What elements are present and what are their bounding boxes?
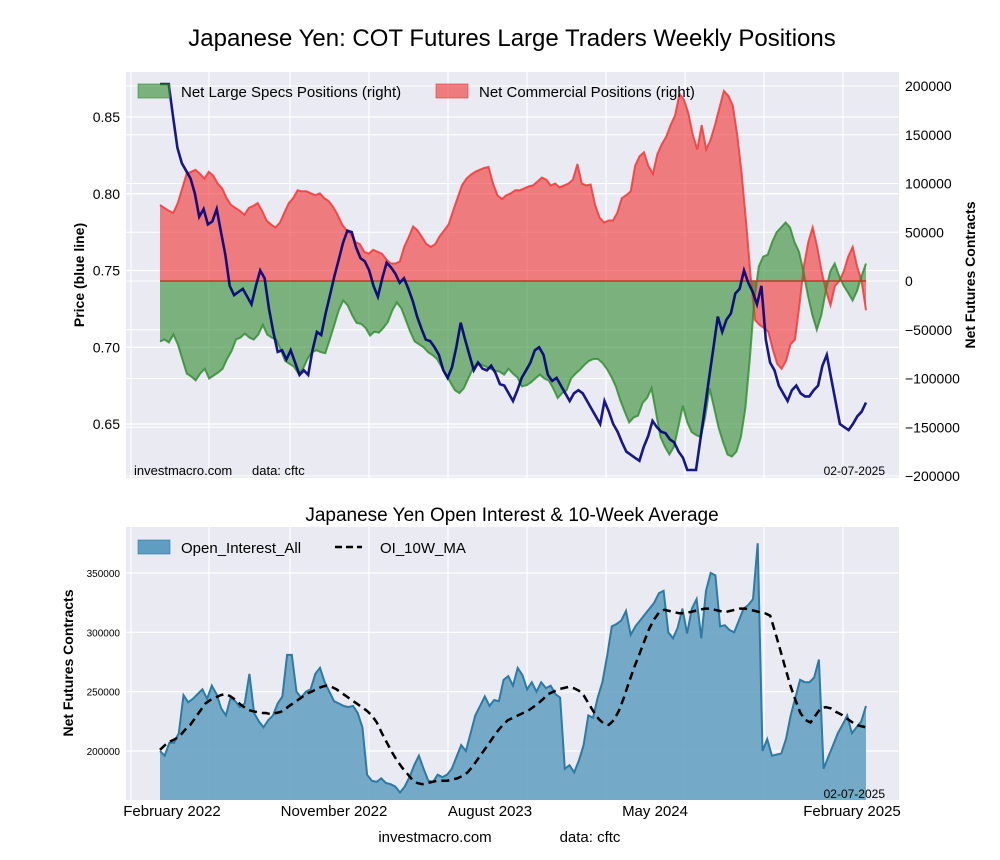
top-right-ticks: 200000 150000 100000 50000 0 −50000 −100000 −15… — [905, 78, 960, 484]
commercial-area — [160, 90, 866, 369]
legend-label-ma: OI_10W_MA — [380, 540, 466, 557]
right-tick-label: 150000 — [905, 127, 952, 143]
left-tick-label: 0.85 — [93, 109, 120, 125]
top-right-axis-label: Net Futures Contracts — [962, 201, 978, 348]
x-tick-label: February 2022 — [123, 803, 221, 820]
right-tick-label: 50000 — [905, 224, 944, 240]
right-tick-label: −100000 — [905, 371, 960, 387]
right-tick-label: 200000 — [905, 78, 952, 94]
left-tick-label: 0.75 — [93, 263, 120, 279]
legend-label-oi: Open_Interest_All — [181, 540, 301, 557]
right-tick-label: −150000 — [905, 419, 960, 435]
left-tick-label: 0.65 — [93, 416, 120, 432]
right-tick-label: −200000 — [905, 468, 960, 484]
bottom-legend: Open_Interest_All OI_10W_MA — [137, 539, 466, 557]
bottom-chart: Japanese Yen Open Interest & 10-Week Ave… — [60, 505, 901, 820]
bottom-left-ticks: 200000 250000 300000 350000 — [87, 569, 121, 758]
bottom-y-tick-label: 300000 — [87, 628, 121, 639]
commercial-line — [159, 88, 867, 371]
legend-swatch-specs — [137, 83, 171, 99]
x-tick-label: August 2023 — [448, 803, 532, 820]
right-tick-label: 100000 — [905, 176, 952, 192]
price-line — [160, 82, 868, 472]
specs-line — [159, 221, 867, 458]
legend-swatch-commercial — [435, 83, 469, 99]
top-price — [160, 82, 868, 472]
open-interest-area — [160, 543, 866, 800]
legend-swatch-oi — [137, 539, 171, 555]
bottom-date-stamp: 02-07-2025 — [824, 787, 886, 801]
left-tick-label: 0.80 — [93, 186, 120, 202]
top-areas — [159, 88, 867, 458]
footer-site: investmacro.com — [378, 829, 491, 846]
bottom-area — [159, 543, 867, 800]
right-tick-label: 0 — [905, 273, 913, 289]
x-tick-label: May 2024 — [622, 803, 688, 820]
top-footer-source: data: cftc — [252, 463, 305, 478]
right-tick-label: −50000 — [905, 322, 952, 338]
ma-line — [159, 607, 867, 786]
bottom-axis-label: Net Futures Contracts — [60, 589, 76, 736]
main-title: Japanese Yen: COT Futures Large Traders … — [188, 25, 835, 52]
top-legend: Net Large Specs Positions (right) Net Co… — [137, 83, 695, 101]
top-left-axis-label: Price (blue line) — [71, 223, 87, 327]
top-chart: 0.65 0.70 0.75 0.80 0.85 200000 150000 100000 5… — [71, 72, 978, 484]
left-tick-label: 0.70 — [93, 339, 120, 355]
legend-label-specs: Net Large Specs Positions (right) — [181, 84, 401, 101]
bottom-y-tick-label: 200000 — [87, 747, 121, 758]
top-date-stamp: 02-07-2025 — [824, 464, 886, 478]
x-tick-label: February 2025 — [803, 803, 901, 820]
bottom-ma — [159, 607, 867, 786]
footer-source: data: cftc — [560, 829, 621, 846]
bottom-y-tick-label: 250000 — [87, 688, 121, 699]
x-tick-label: November 2022 — [281, 803, 388, 820]
bottom-x-ticks: February 2022 November 2022 August 2023 May… — [123, 803, 901, 820]
legend-label-commercial: Net Commercial Positions (right) — [479, 84, 695, 101]
bottom-title: Japanese Yen Open Interest & 10-Week Ave… — [305, 505, 718, 526]
top-footer-site: investmacro.com — [134, 463, 232, 478]
open-interest-line — [159, 543, 867, 795]
top-left-ticks: 0.65 0.70 0.75 0.80 0.85 — [93, 109, 120, 432]
bottom-y-tick-label: 350000 — [87, 569, 121, 580]
